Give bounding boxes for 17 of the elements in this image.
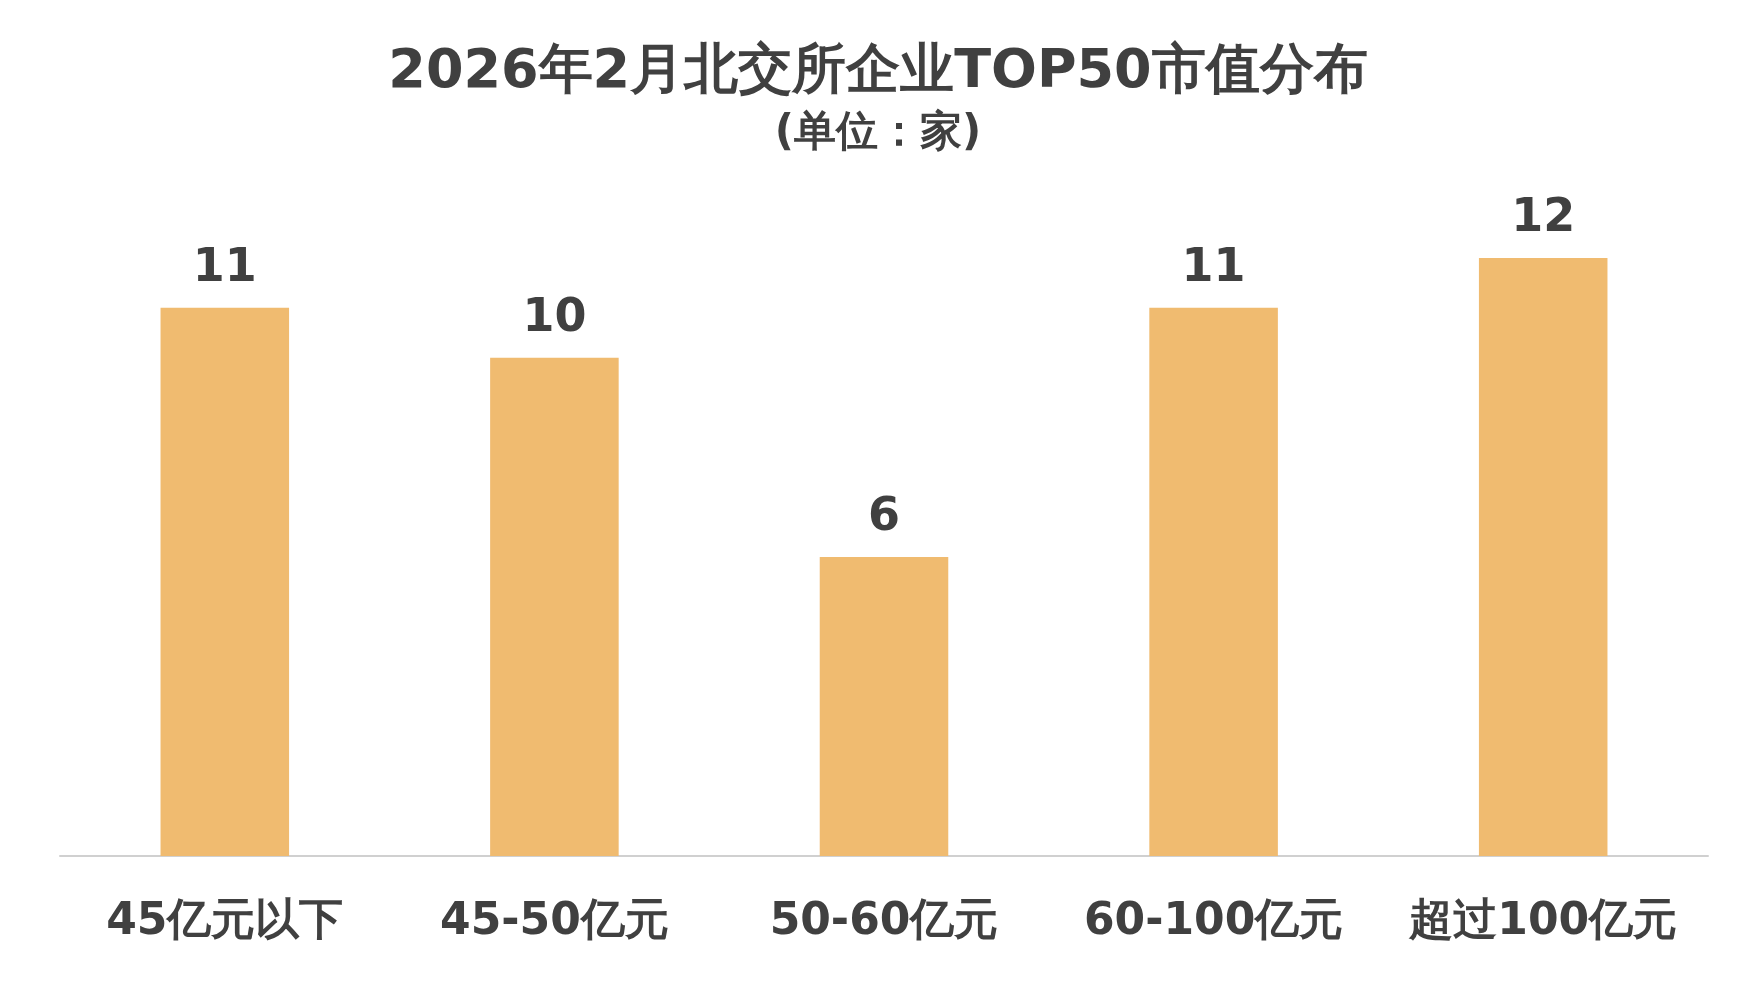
data-label: 11 <box>192 237 257 292</box>
data-label: 10 <box>522 287 587 342</box>
x-tick-label: 45-50亿元 <box>440 892 669 944</box>
bar <box>160 307 290 856</box>
x-tick-label: 45亿元以下 <box>106 892 344 944</box>
x-tick-label: 超过100亿元 <box>1408 892 1678 944</box>
x-tick-label: 50-60亿元 <box>769 892 999 944</box>
data-label: 12 <box>1511 188 1576 242</box>
chart-subtitle: (单位：家) <box>774 105 982 155</box>
bar <box>1149 307 1278 856</box>
x-tick-label: 60-100亿元 <box>1083 892 1344 944</box>
bar <box>819 557 949 856</box>
bar <box>490 357 619 856</box>
chart-title: 2026年2月北交所企业TOP50市值分布 <box>388 36 1368 100</box>
data-label: 11 <box>1181 237 1246 292</box>
bar <box>1478 258 1608 856</box>
data-label: 6 <box>867 487 901 541</box>
